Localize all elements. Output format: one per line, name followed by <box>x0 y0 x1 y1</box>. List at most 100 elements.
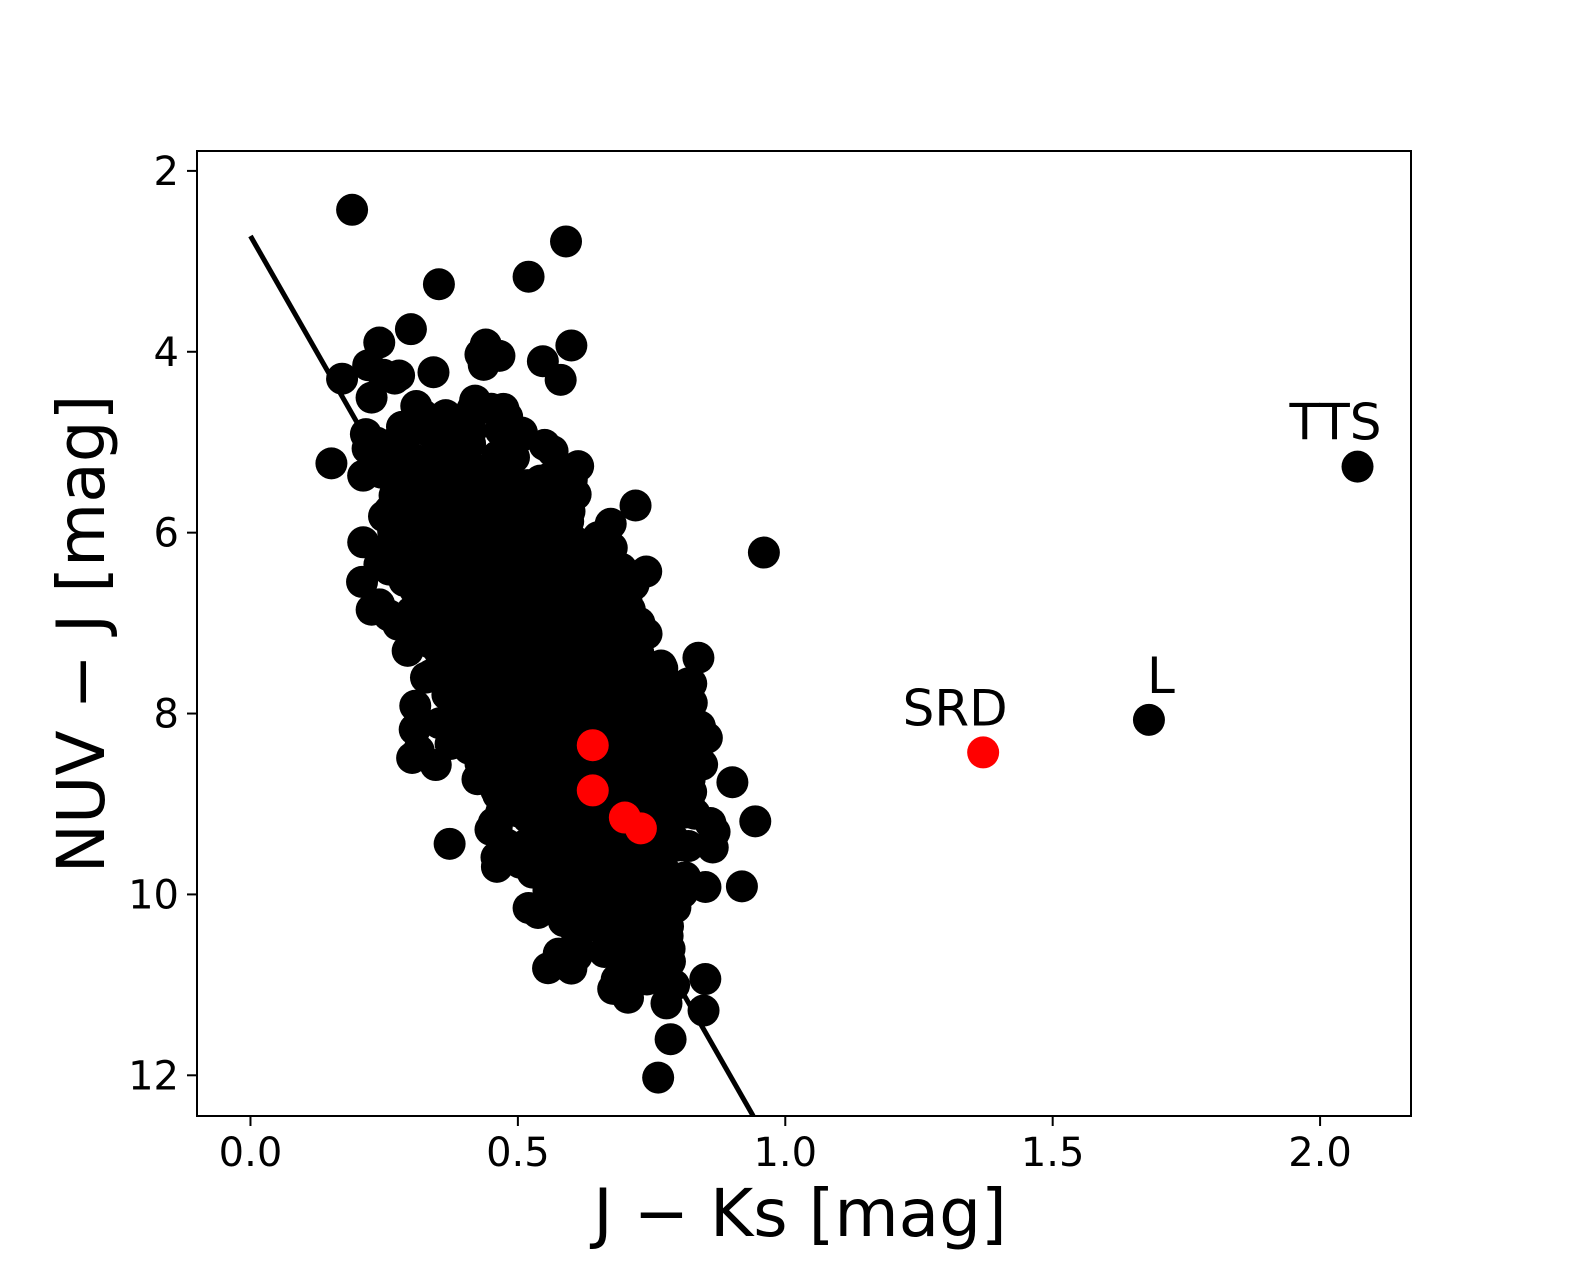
cloud-point <box>572 850 605 883</box>
cloud-point <box>431 568 464 601</box>
y-tick-label: 2 <box>154 149 179 195</box>
data-point <box>464 747 497 780</box>
cloud-point <box>488 764 521 797</box>
cloud-point <box>433 827 466 860</box>
cloud-point <box>315 447 348 480</box>
plot-background <box>197 151 1411 1116</box>
data-point <box>550 456 583 489</box>
data-point <box>747 536 780 569</box>
cloud-point <box>501 592 534 625</box>
cloud-point <box>642 1061 675 1094</box>
cloud-point <box>666 876 699 909</box>
cloud-point <box>542 559 575 592</box>
cloud-point <box>553 885 586 918</box>
cloud-point <box>682 641 715 674</box>
data-point <box>587 541 620 574</box>
cloud-point <box>399 689 432 722</box>
cloud-point <box>696 831 729 864</box>
cloud-point <box>600 963 633 996</box>
data-point <box>635 866 668 899</box>
cloud-point <box>517 791 550 824</box>
cloud-point <box>725 870 758 903</box>
cloud-point <box>405 556 438 589</box>
cloud-point <box>487 724 520 757</box>
cloud-point <box>490 689 523 722</box>
y-axis-title: NUV − J [mag] <box>43 395 120 874</box>
cloud-point <box>559 820 592 853</box>
data-point <box>662 742 695 775</box>
cloud-point <box>457 493 490 526</box>
annotation-label: SRD <box>903 679 1008 737</box>
cloud-point <box>575 594 608 627</box>
cloud-point <box>326 362 359 395</box>
cloud-point <box>539 709 572 742</box>
cloud-point <box>585 908 618 941</box>
annotations: TTS L SRD <box>903 394 1382 738</box>
cloud-point <box>441 462 474 495</box>
cloud-point <box>610 894 643 927</box>
cloud-point <box>363 326 396 359</box>
x-tick-label: 1.0 <box>753 1130 817 1176</box>
y-tick-label: 10 <box>128 872 179 918</box>
cloud-point <box>417 356 450 389</box>
highlight-point <box>576 774 609 807</box>
cloud-point <box>527 652 560 685</box>
cloud-point <box>372 599 405 632</box>
highlight-point <box>576 729 609 762</box>
cloud-point <box>689 963 722 996</box>
data-point <box>555 329 588 362</box>
data-point <box>550 225 583 258</box>
data-point <box>694 806 727 839</box>
cloud-point <box>654 1023 687 1056</box>
cloud-point <box>478 642 511 675</box>
x-tick-label: 0.0 <box>219 1130 283 1176</box>
cloud-point <box>429 707 462 740</box>
plot-frame <box>196 150 1412 1117</box>
cloud-point <box>513 763 546 796</box>
data-point <box>651 920 684 953</box>
data-point <box>512 891 545 924</box>
data-point <box>336 193 369 226</box>
annotation-label: TTS <box>1289 394 1382 452</box>
x-tick-label: 2.0 <box>1288 1130 1352 1176</box>
highlight-point <box>967 736 1000 769</box>
x-tick-label: 1.5 <box>1021 1130 1085 1176</box>
cloud-point <box>552 651 585 684</box>
y-tick-label: 6 <box>154 511 179 557</box>
data-point <box>459 687 492 720</box>
data-point <box>630 555 663 588</box>
cloud-point <box>683 710 716 743</box>
cloud-point <box>458 602 491 635</box>
data-point <box>437 633 470 666</box>
cloud-point <box>487 516 520 549</box>
point-cloud <box>315 268 772 1094</box>
points-layer <box>336 193 1374 985</box>
cloud-point <box>650 987 683 1020</box>
data-point <box>427 598 460 631</box>
x-tick-label: 0.5 <box>486 1130 550 1176</box>
cloud-point <box>362 441 395 474</box>
data-point <box>528 428 561 461</box>
cloud-point <box>632 733 665 766</box>
cloud-point <box>527 507 560 540</box>
cloud-point <box>402 734 435 767</box>
data-point <box>544 363 577 396</box>
data-point <box>400 390 433 423</box>
cloud-point <box>506 553 539 586</box>
cloud-point <box>422 268 455 301</box>
y-axis: 2 4 6 8 10 12 <box>128 149 197 1099</box>
cloud-point <box>368 500 401 533</box>
data-point <box>555 952 588 985</box>
data-point <box>394 313 427 346</box>
y-tick-label: 8 <box>154 692 179 738</box>
x-axis: 0.0 0.5 1.0 1.5 2.0 <box>219 1116 1352 1176</box>
cloud-point <box>739 805 772 838</box>
plot-area <box>248 193 1374 1116</box>
cloud-point <box>419 526 452 559</box>
cloud-point <box>619 615 652 648</box>
cloud-point <box>478 463 511 496</box>
cloud-point <box>516 856 549 889</box>
cloud-point <box>597 693 630 726</box>
y-tick-label: 4 <box>154 330 179 376</box>
